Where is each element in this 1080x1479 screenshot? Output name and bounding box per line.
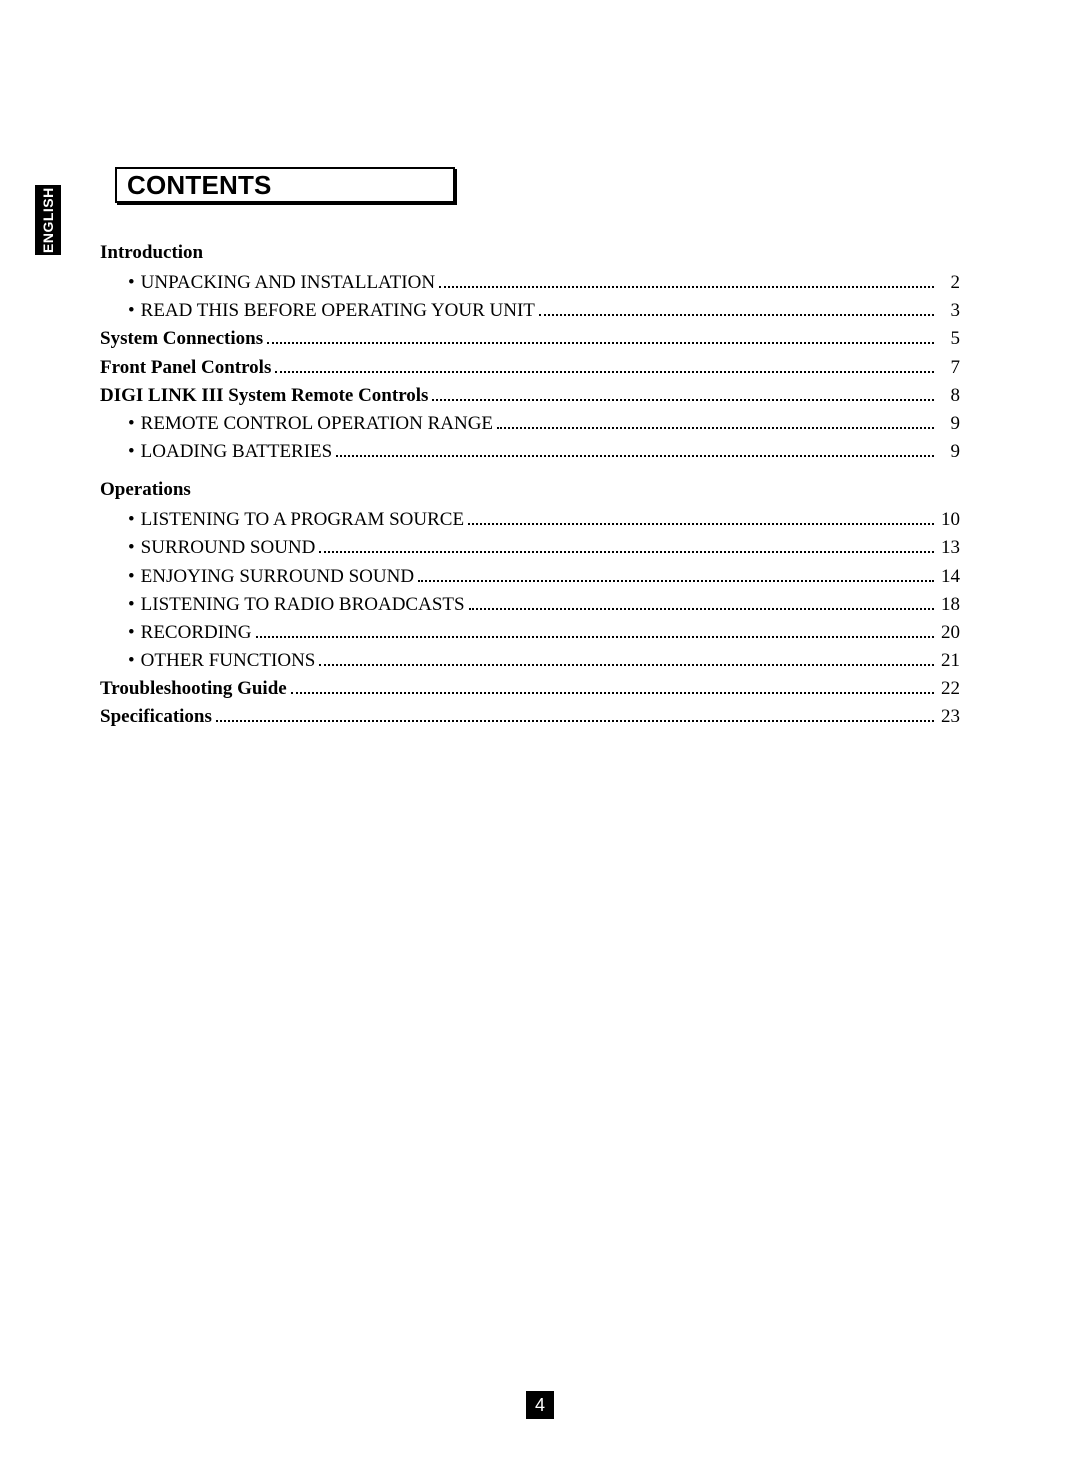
toc-row: • UNPACKING AND INSTALLATION 2 [100, 272, 960, 294]
toc-row: • OTHER FUNCTIONS 21 [100, 650, 960, 672]
table-of-contents: Introduction • UNPACKING AND INSTALLATION 2… [100, 226, 960, 735]
toc-row: Troubleshooting Guide 22 [100, 678, 960, 700]
leader-dots [336, 446, 934, 457]
toc-label: Specifications [100, 706, 212, 728]
leader-dots [539, 305, 934, 316]
toc-page-number: 13 [938, 537, 960, 559]
bullet-icon: • [128, 441, 135, 463]
toc-row: • LISTENING TO RADIO BROADCASTS 18 [100, 594, 960, 616]
toc-section-heading: Introduction [100, 242, 960, 264]
toc-label: LOADING BATTERIES [141, 441, 333, 463]
toc-page-number: 21 [938, 650, 960, 672]
contents-title: CONTENTS [127, 170, 272, 201]
leader-dots [267, 333, 934, 344]
bullet-icon: • [128, 300, 135, 322]
toc-label: READ THIS BEFORE OPERATING YOUR UNIT [141, 300, 535, 322]
leader-dots [439, 277, 934, 288]
bullet-icon: • [128, 650, 135, 672]
bullet-icon: • [128, 413, 135, 435]
leader-dots [432, 389, 934, 400]
toc-row: • REMOTE CONTROL OPERATION RANGE 9 [100, 413, 960, 435]
toc-row: • SURROUND SOUND 13 [100, 537, 960, 559]
toc-row: Front Panel Controls 7 [100, 357, 960, 379]
leader-dots [275, 361, 934, 372]
toc-page-number: 5 [938, 328, 960, 350]
toc-row: • LOADING BATTERIES 9 [100, 441, 960, 463]
toc-label: LISTENING TO A PROGRAM SOURCE [141, 509, 464, 531]
toc-page-number: 2 [938, 272, 960, 294]
toc-page-number: 7 [938, 357, 960, 379]
toc-row: • RECORDING 20 [100, 622, 960, 644]
page-number: 4 [535, 1395, 545, 1416]
leader-dots [319, 542, 934, 553]
leader-dots [497, 418, 934, 429]
toc-row: Specifications 23 [100, 706, 960, 728]
toc-label: LISTENING TO RADIO BROADCASTS [141, 594, 465, 616]
toc-page-number: 23 [938, 706, 960, 728]
bullet-icon: • [128, 509, 135, 531]
leader-dots [319, 655, 934, 666]
toc-label: RECORDING [141, 622, 252, 644]
toc-page-number: 9 [938, 441, 960, 463]
toc-page-number: 8 [938, 385, 960, 407]
toc-page-number: 22 [938, 678, 960, 700]
bullet-icon: • [128, 622, 135, 644]
toc-label: ENJOYING SURROUND SOUND [141, 566, 414, 588]
toc-page-number: 9 [938, 413, 960, 435]
bullet-icon: • [128, 566, 135, 588]
toc-page-number: 18 [938, 594, 960, 616]
toc-label: DIGI LINK III System Remote Controls [100, 385, 428, 407]
page-number-box: 4 [526, 1391, 554, 1419]
toc-label: Troubleshooting Guide [100, 678, 287, 700]
toc-section-heading: Operations [100, 479, 960, 501]
toc-row: • LISTENING TO A PROGRAM SOURCE 10 [100, 509, 960, 531]
toc-row: System Connections 5 [100, 328, 960, 350]
toc-label: REMOTE CONTROL OPERATION RANGE [141, 413, 493, 435]
bullet-icon: • [128, 594, 135, 616]
leader-dots [468, 514, 934, 525]
language-tab: ENGLISH [35, 185, 61, 255]
toc-label: OTHER FUNCTIONS [141, 650, 316, 672]
leader-dots [256, 626, 935, 637]
bullet-icon: • [128, 272, 135, 294]
toc-label: System Connections [100, 328, 263, 350]
leader-dots [216, 711, 934, 722]
leader-dots [469, 598, 934, 609]
toc-page-number: 10 [938, 509, 960, 531]
toc-label: Front Panel Controls [100, 357, 271, 379]
leader-dots [291, 683, 934, 694]
toc-label: UNPACKING AND INSTALLATION [141, 272, 435, 294]
toc-page-number: 3 [938, 300, 960, 322]
toc-row: DIGI LINK III System Remote Controls 8 [100, 385, 960, 407]
page: ENGLISH CONTENTS Introduction • UNPACKING … [0, 0, 1080, 1479]
toc-page-number: 20 [938, 622, 960, 644]
contents-title-box: CONTENTS [115, 167, 455, 203]
bullet-icon: • [128, 537, 135, 559]
toc-row: • READ THIS BEFORE OPERATING YOUR UNIT 3 [100, 300, 960, 322]
toc-label: SURROUND SOUND [141, 537, 316, 559]
leader-dots [418, 570, 934, 581]
toc-page-number: 14 [938, 566, 960, 588]
toc-row: • ENJOYING SURROUND SOUND 14 [100, 566, 960, 588]
